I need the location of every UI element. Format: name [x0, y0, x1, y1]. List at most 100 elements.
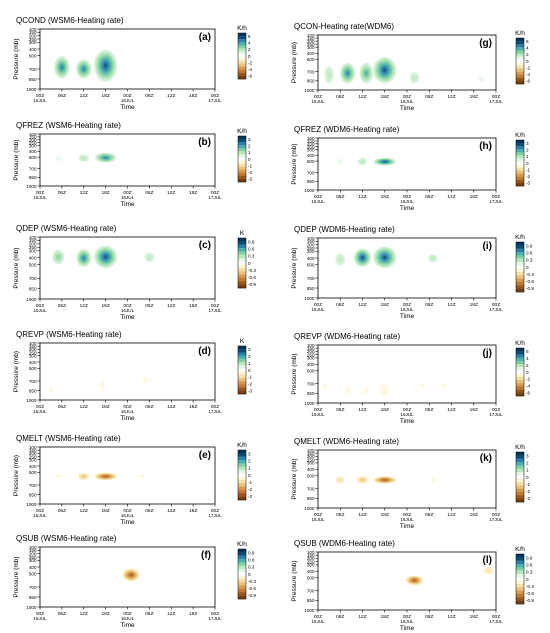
contour-feature: [54, 154, 63, 163]
y-tick-label: 500: [307, 474, 315, 479]
y-tick-label: 150: [29, 238, 37, 243]
x-tick-label: 00Z: [314, 194, 322, 200]
y-tick-label: 700: [307, 588, 315, 593]
x-tick-label: 18Z: [101, 404, 109, 410]
x-tick-label: 12Z: [358, 512, 366, 518]
x-tick-label: 18Z: [470, 194, 478, 200]
contour-feature: [144, 252, 155, 263]
date-label: 16JUL: [400, 412, 414, 417]
panel-letter: (g): [479, 38, 492, 49]
colorbar-tick-label: 0.9: [526, 243, 533, 248]
colorbar: K3 2 1 0 -1 -2-3: [237, 338, 253, 395]
panel-title: QFREZ (WSM6-Heating rate): [16, 121, 121, 130]
y-tick-label: 100: [307, 343, 315, 348]
colorbar-cell: [238, 142, 246, 146]
colorbar-cell: [516, 386, 524, 390]
colorbar-tick-label: -0.3: [526, 272, 534, 277]
date-label: 17JUL: [208, 308, 222, 313]
y-tick-label: 1000: [304, 506, 315, 511]
panel-letter: (h): [479, 141, 492, 152]
colorbar-tick-label: -1: [248, 480, 253, 485]
date-label: 16JUL: [121, 409, 135, 414]
contour-feature: [76, 248, 92, 268]
y-tick-label: 250: [29, 555, 37, 560]
x-tick-label: 06Z: [425, 194, 433, 200]
x-tick-label: 00Z: [211, 508, 219, 514]
colorbar-cell: [516, 65, 524, 69]
x-tick-label: 00Z: [314, 302, 322, 308]
x-axis-label: Time: [120, 104, 135, 111]
y-tick-label: 250: [307, 457, 315, 462]
colorbar-tick-label: 0.9: [248, 550, 255, 555]
contour-feature: [356, 475, 369, 484]
colorbar-cell: [238, 66, 246, 70]
colorbar-tick-label: 0: [526, 475, 529, 480]
colorbar-cell: [238, 271, 246, 275]
x-tick-label: 00Z: [492, 512, 500, 518]
x-axis-label: Time: [400, 625, 415, 632]
panel-letter: (e): [199, 450, 211, 461]
colorbar-cell: [238, 470, 246, 474]
x-tick-label: 12Z: [447, 407, 455, 413]
colorbar-tick-label: 3: [248, 347, 251, 352]
colorbar-cell: [238, 496, 246, 501]
colorbar-cell: [238, 355, 246, 359]
x-tick-label: 00Z: [492, 302, 500, 308]
x-tick-label: 00Z: [314, 407, 322, 413]
colorbar-tick-label: -3: [526, 181, 531, 186]
x-tick-label: 00Z: [314, 512, 322, 518]
contour-feature: [335, 252, 346, 266]
x-tick-label: 18Z: [470, 407, 478, 413]
y-tick-label: 850: [307, 598, 315, 603]
colorbar-tick-label: -2: [526, 174, 531, 179]
colorbar-tick-label: 0.3: [526, 570, 533, 575]
y-tick-label: 1000: [304, 188, 315, 193]
colorbar-cell: [516, 143, 524, 147]
x-tick-label: 00Z: [36, 404, 44, 410]
colorbar-cell: [516, 173, 524, 177]
x-tick-label: 18Z: [101, 508, 109, 514]
colorbar-cell: [516, 149, 524, 153]
x-tick-label: 00Z: [492, 194, 500, 200]
colorbar-cell: [516, 600, 524, 605]
colorbar-tick-label: 2: [526, 461, 529, 466]
y-tick-label: 700: [307, 69, 315, 74]
y-axis-label: Pressure (mb): [291, 247, 298, 288]
colorbar-frame: [237, 32, 247, 80]
colorbar-cell: [238, 476, 246, 481]
colorbar-cell: [516, 570, 524, 575]
y-tick-label: 850: [29, 77, 37, 82]
x-tick-label: 18Z: [189, 93, 197, 99]
colorbar-unit: K/h: [237, 541, 247, 548]
colorbar-tick-label: 0: [248, 157, 251, 162]
colorbar-cell: [238, 258, 246, 262]
colorbar-cell: [238, 480, 246, 484]
date-label: 15JUL: [311, 619, 325, 624]
y-tick-label: 500: [29, 366, 37, 371]
x-tick-label: 00Z: [211, 404, 219, 410]
x-tick-label: 18Z: [101, 93, 109, 99]
colorbar-unit: K/h: [515, 546, 525, 553]
y-tick-label: 700: [29, 585, 37, 590]
colorbar-tick-label: -0.9: [526, 598, 534, 603]
colorbar-cell: [516, 68, 524, 72]
x-tick-label: 12Z: [447, 94, 455, 100]
colorbar-cell: [516, 357, 524, 361]
y-tick-label: 700: [307, 170, 315, 175]
colorbar-cell: [516, 80, 524, 85]
colorbar: K/h6 42 0-2 -4 -6: [237, 25, 253, 80]
colorbar-cell: [516, 360, 524, 365]
date-label: 16JUL: [121, 616, 135, 621]
y-tick-label: 100: [29, 235, 37, 240]
panel-title: QREVP (WSM6-Heating rate): [16, 330, 122, 339]
x-axis-label: Time: [120, 622, 135, 629]
colorbar-tick-label: -1: [248, 163, 253, 168]
x-axis-label: Time: [120, 415, 135, 422]
colorbar-cell: [238, 264, 246, 269]
x-tick-label: 18Z: [189, 303, 197, 309]
colorbar: K/h0.9 0.6 0.3 0 -0.3 -0.6 -0.9: [237, 541, 256, 600]
colorbar-cell: [238, 160, 246, 164]
y-axis-label: Pressure (mb): [291, 353, 298, 394]
